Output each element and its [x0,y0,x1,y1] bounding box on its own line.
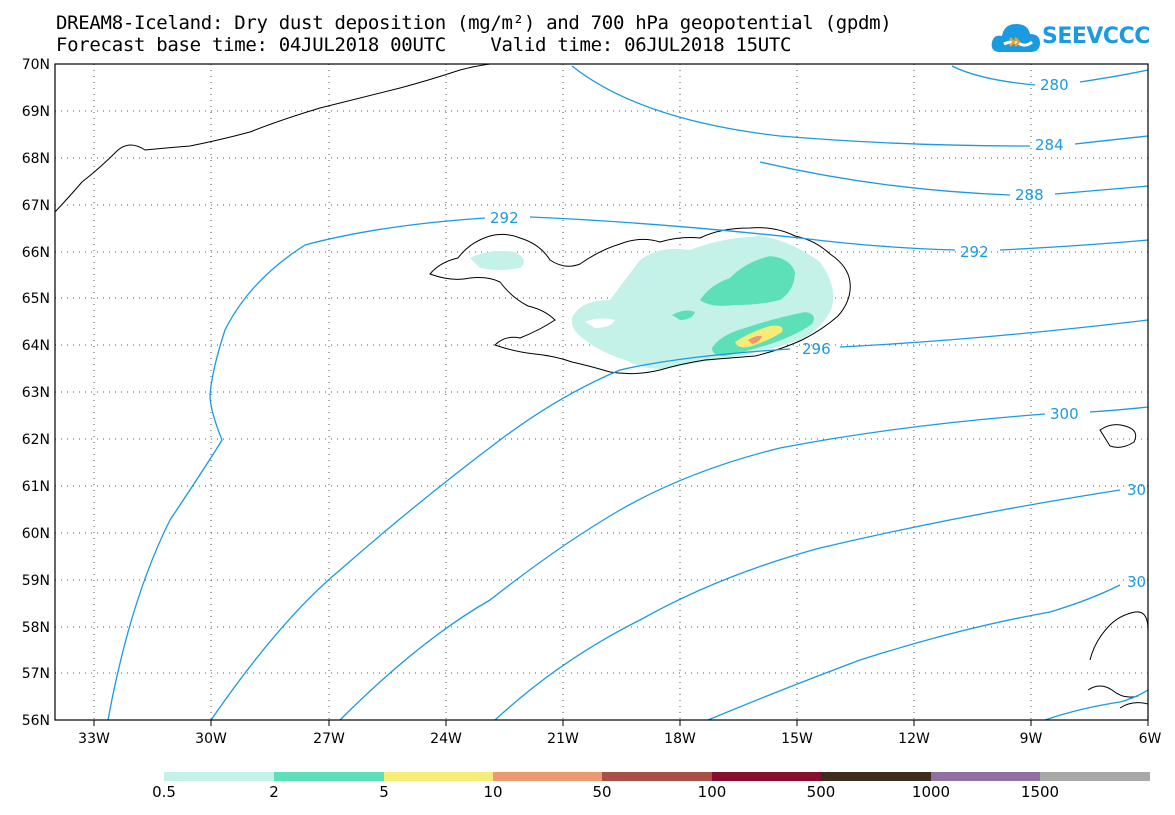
lat-label: 57N [22,666,50,682]
lat-label: 64N [22,338,50,354]
geopotential-contours [107,65,1148,720]
colorbar-label: 500 [806,783,836,801]
lat-label: 56N [22,713,50,729]
lon-label: 30W [195,731,227,747]
contour-label: 296 [802,340,831,358]
contour-304 [494,489,1121,720]
lat-label: 59N [22,573,50,589]
contour-label: 280 [1040,76,1069,94]
lon-label: 9W [1020,731,1043,747]
map-subtitle: Forecast base time: 04JUL2018 00UTC Vali… [56,34,792,56]
dust-area-light-nw [470,250,524,270]
contour-label: 30 [1127,573,1146,591]
contour-288 [759,161,1148,196]
contour-296 [210,319,1148,720]
colorbar-segment [821,772,931,781]
lat-label: 69N [22,104,50,120]
lon-label: 33W [78,731,110,747]
colorbar-segment [493,772,602,781]
lon-label: 6W [1139,731,1162,747]
contour-312 [1044,689,1148,720]
lon-label: 21W [547,731,579,747]
dust-area-medium-west [672,310,695,320]
dust-shading [470,236,834,369]
lon-label: 12W [898,731,930,747]
colorbar-segment [931,772,1040,781]
contour-label: 292 [490,209,519,227]
logo-text: SEEVCCC [1042,24,1150,49]
lon-label: 15W [781,731,813,747]
lat-label: 58N [22,620,50,636]
contour-308 [707,584,1121,720]
contour-280 [951,65,1148,86]
lat-label: 66N [22,245,50,261]
contour-284 [571,65,1148,147]
map-title: DREAM8-Iceland: Dry dust deposition (mg/… [56,12,892,34]
colorbar-segment [712,772,821,781]
lon-label: 18W [664,731,696,747]
contour-label: 300 [1050,405,1079,423]
colorbar-label: 50 [592,783,612,801]
colorbar-label: 5 [379,783,389,801]
lat-label: 70N [22,57,50,73]
lat-label: 61N [22,479,50,495]
colorbar-label: 1500 [1020,783,1060,801]
contour-label: 292 [960,243,989,261]
lat-labels: 70N 69N 68N 67N 66N 65N 64N 63N 62N 61N … [22,57,50,729]
lon-gridlines [93,64,1032,720]
colorbar-segment [602,772,712,781]
lon-labels: 33W 30W 27W 24W 21W 18W 15W 12W 9W 6W [78,731,1161,747]
lat-label: 63N [22,385,50,401]
lon-label: 24W [430,731,462,747]
dust-gap [585,318,615,328]
colorbar-label: 2 [269,783,279,801]
lat-label: 65N [22,291,50,307]
colorbar-label: 1000 [911,783,951,801]
colorbar-segment [1040,772,1150,781]
contour-label: 30 [1127,481,1146,499]
lat-label: 60N [22,526,50,542]
contour-labels: 280 284 288 292 292 296 300 30 30 [490,76,1146,591]
colorbar-segment [384,772,493,781]
colorbar-label: 100 [697,783,727,801]
dust-area-light [571,236,834,369]
dust-area-orange [748,335,762,344]
dust-area-medium-north [700,256,795,306]
lat-label: 68N [22,151,50,167]
lon-label: 27W [313,731,345,747]
contour-300 [339,406,1148,720]
lat-label: 62N [22,432,50,448]
colorbar-segment [164,772,274,781]
colorbar-segment [274,772,384,781]
lat-gridlines [55,110,1148,674]
cloud-logo-icon [991,24,1040,52]
scotland-coast [1087,611,1148,709]
contour-label: 288 [1015,186,1044,204]
contour-label: 284 [1035,136,1064,154]
iceland-coast [429,227,851,375]
greenland-coast [55,64,491,213]
seevccc-logo: SEEVCCC [990,18,1160,62]
map-frame [54,63,1149,721]
faroe-coast [1099,424,1137,448]
lat-label: 67N [22,198,50,214]
colorbar-label: 0.5 [152,783,176,801]
colorbar-label: 10 [483,783,503,801]
axis-ticks [93,720,1149,726]
contour-292 [107,216,1148,720]
coastlines [55,64,1148,709]
